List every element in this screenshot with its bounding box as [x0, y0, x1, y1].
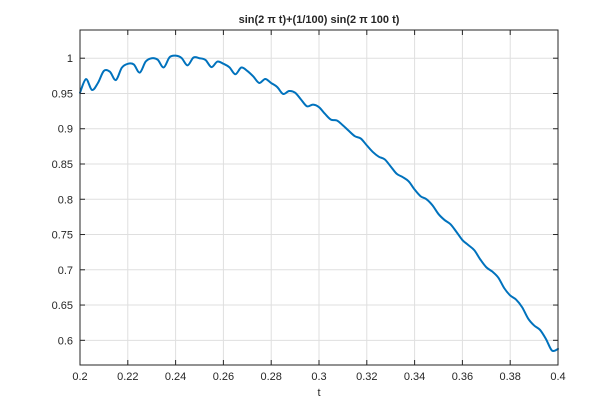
series-line: [79, 54, 559, 353]
y-tick-label: 0.6: [58, 335, 73, 347]
x-tick-label: 0.24: [165, 371, 186, 383]
x-tick-label: 0.38: [499, 371, 520, 383]
x-tick-label: 0.28: [260, 371, 281, 383]
y-tick-labels: 0.6 0.65 0.7 0.75 0.8 0.85 0.9 0.95 1: [52, 53, 73, 347]
series-group: [79, 54, 559, 353]
x-tick-label: 0.32: [356, 371, 377, 383]
x-tick-label: 0.3: [311, 371, 326, 383]
y-tick-label: 0.75: [52, 230, 73, 242]
x-tick-label: 0.2: [72, 371, 87, 383]
x-tick-label: 0.4: [550, 371, 565, 383]
x-tick-labels: 0.2 0.22 0.24 0.26 0.28 0.3 0.32 0.34 0.36 0.38 0.…: [72, 371, 565, 383]
y-tick-label: 0.65: [52, 300, 73, 312]
y-tick-label: 0.8: [58, 194, 73, 206]
x-tick-label: 0.26: [213, 371, 234, 383]
axes-frame: [79, 29, 559, 366]
y-tick-label: 0.85: [52, 159, 73, 171]
x-tick-label: 0.36: [452, 371, 473, 383]
x-tick-label: 0.22: [117, 371, 138, 383]
x-tick-label: 0.34: [404, 371, 425, 383]
y-tick-label: 0.9: [58, 124, 73, 136]
y-tick-label: 1: [67, 53, 73, 65]
chart-title: sin(2 π t)+(1/100) sin(2 π 100 t): [239, 14, 400, 26]
x-axis-label: t: [317, 387, 320, 399]
y-tick-label: 0.95: [52, 88, 73, 100]
y-tick-label: 0.7: [58, 265, 73, 277]
